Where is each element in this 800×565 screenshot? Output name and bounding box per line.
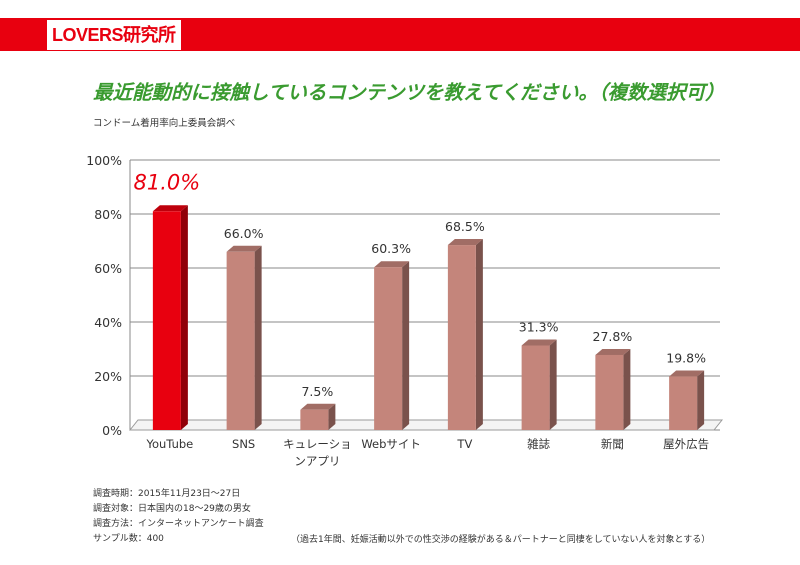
bars-layer [152,205,705,430]
survey-method: 調査方法：インターネットアンケート調査 [93,519,264,529]
bar-front [226,251,255,430]
category-label-line: YouTube [145,437,193,451]
y-tick-label: 20% [94,369,122,384]
bar-front [669,376,698,430]
category-label-line: 新聞 [601,437,624,451]
category-label-line: TV [456,437,472,451]
bar-side [475,239,483,430]
bar-top [300,403,336,410]
bar-value-label: 27.8% [593,329,633,344]
bar-front [152,211,181,430]
category-label-line: SNS [232,437,255,451]
bar-front [300,409,329,430]
category-label-line: ンアプリ [294,454,340,468]
y-tick-label: 80% [94,207,122,222]
header-bar: LOVERS研究所 [0,18,800,51]
category-label-line: Webサイト [361,437,421,451]
bar-front [374,267,403,430]
labels-layer: 0% 20% 40% 60% 80% 100% 81.0% YouTube 66.0% SNS 7.… [86,153,709,468]
lovers-logo: LOVERS研究所 [47,20,181,50]
bar-chart: 0% 20% 40% 60% 80% 100% 81.0% YouTube 66.0% SNS 7.… [86,153,724,468]
bar-top [521,339,557,346]
bar-value-label: 66.0% [224,226,264,241]
category-label: TV [456,437,472,451]
bar [669,370,705,430]
sample-size: サンプル数：400 [93,534,164,544]
bar-value-label: 60.3% [371,241,411,256]
bar [447,239,483,430]
bar-top [374,261,410,268]
category-label: YouTube [145,437,193,451]
bar-value-label: 7.5% [301,384,333,399]
survey-period: 調査時期：2015年11月23日～27日 [93,489,241,499]
source-note: コンドーム着用率向上委員会調べ [93,118,236,129]
bar-top [669,370,705,377]
bar-value-label: 68.5% [445,219,485,234]
bar-side [623,348,631,430]
category-label: 屋外広告 [663,437,709,451]
y-tick-label: 100% [86,153,122,168]
category-label: 雑誌 [527,437,550,451]
bar-top [595,348,631,355]
chart-floor [128,419,724,431]
category-label-line: キュレーショ [283,437,352,451]
bar-side [697,370,705,430]
bar-side [180,205,188,430]
bar-front [595,354,624,430]
bar-front [521,345,550,430]
category-label-line: 屋外広告 [663,437,709,451]
bar [595,348,631,430]
chart-floor-plane [128,419,724,431]
bar [300,403,336,430]
bar-top [447,239,483,246]
y-tick-label: 0% [102,423,122,438]
category-label: Webサイト [361,437,421,451]
bar-top [152,205,188,212]
bar [152,205,188,430]
bar [374,261,410,430]
y-tick-label: 40% [94,315,122,330]
category-label: キュレーションアプリ [283,437,352,468]
target-note: （過去1年間、妊娠活動以外での性交渉の経験がある＆パートナーと同棲をしていない人… [291,535,711,545]
bar [226,245,262,430]
survey-info: 調査時期：2015年11月23日～27日 調査対象：日本国内の18～29歳の男女… [93,487,264,547]
bar-side [254,245,262,430]
category-label-line: 雑誌 [527,437,550,451]
category-label: SNS [232,437,255,451]
bar-value-label: 31.3% [519,319,559,334]
bar [521,339,557,430]
bar-front [447,245,476,430]
category-label: 新聞 [601,437,624,451]
chart-title: 最近能動的に接触しているコンテンツを教えてください。（複数選択可） [93,81,725,104]
y-tick-label: 60% [94,261,122,276]
grid-layer [129,159,720,431]
bar-value-label: 19.8% [666,351,706,366]
bar-top [226,245,262,252]
bar-side [402,261,410,430]
survey-target: 調査対象：日本国内の18～29歳の男女 [93,504,251,514]
bar-side [328,403,336,430]
bar-value-label: 81.0% [134,170,201,194]
bar-side [549,339,557,430]
